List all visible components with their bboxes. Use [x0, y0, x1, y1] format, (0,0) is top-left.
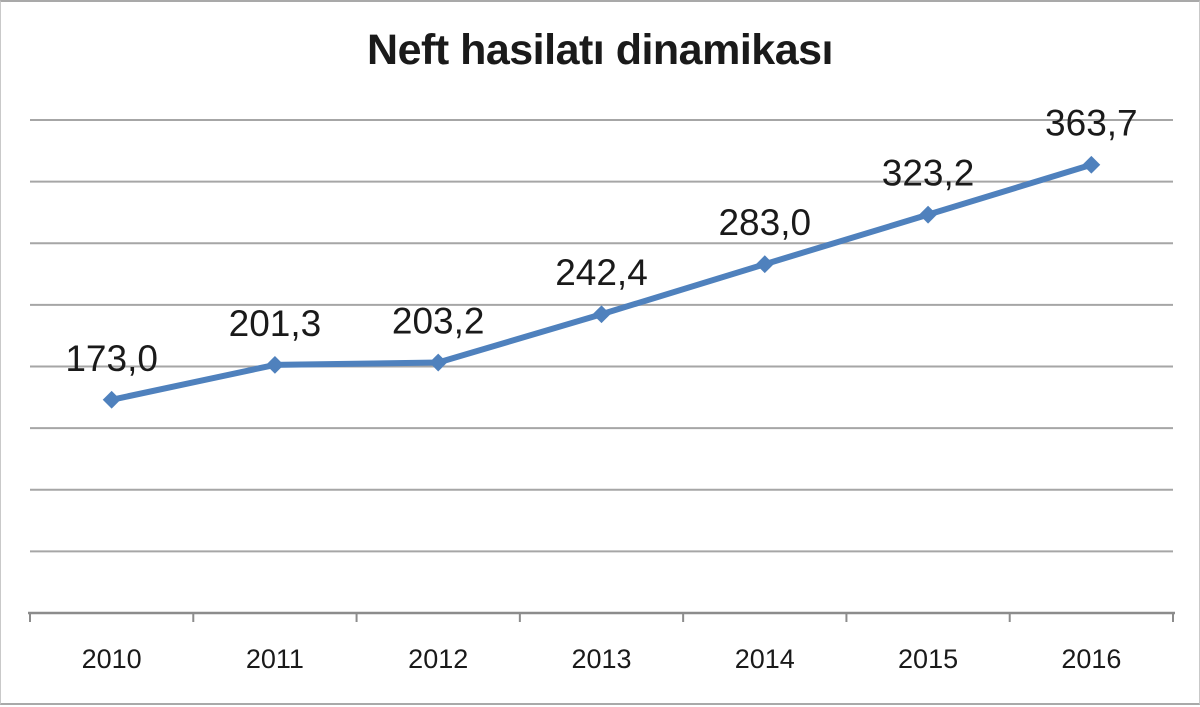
x-axis-label: 2013 — [571, 644, 631, 674]
data-label: 283,0 — [718, 202, 811, 243]
data-label: 363,7 — [1045, 103, 1138, 144]
x-axis-label: 2010 — [82, 644, 142, 674]
data-point-marker — [592, 305, 611, 324]
data-point-marker — [266, 355, 284, 374]
x-axis-label: 2011 — [246, 644, 304, 674]
data-point-marker — [102, 390, 121, 409]
data-label: 203,2 — [392, 301, 485, 342]
data-point-marker — [919, 205, 937, 224]
x-axis-label: 2014 — [735, 644, 795, 674]
data-point-marker — [1082, 155, 1101, 174]
x-axis-label: 2012 — [408, 644, 468, 674]
x-axis-label: 2016 — [1061, 644, 1121, 674]
data-label: 242,4 — [555, 252, 648, 293]
data-point-marker — [429, 353, 448, 372]
chart-title: Neft hasilatı dinamikası — [367, 26, 833, 74]
data-label: 201,3 — [229, 303, 322, 344]
data-point-marker — [755, 255, 774, 274]
x-axis-label: 2015 — [898, 644, 958, 674]
data-label: 323,2 — [882, 153, 975, 194]
data-label: 173,0 — [65, 338, 158, 379]
